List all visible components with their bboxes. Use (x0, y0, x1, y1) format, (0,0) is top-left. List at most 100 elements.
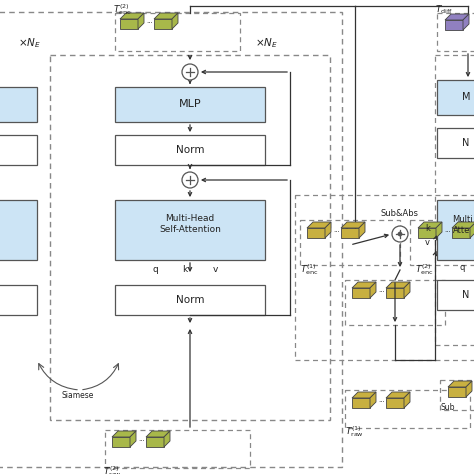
Circle shape (182, 64, 198, 80)
Polygon shape (112, 437, 130, 447)
Polygon shape (386, 392, 410, 398)
Polygon shape (352, 398, 370, 408)
Polygon shape (370, 282, 376, 298)
Bar (105, 430, 250, 468)
Polygon shape (463, 14, 469, 30)
Text: Multi-Head
Self-Attention: Multi-Head Self-Attention (159, 214, 221, 234)
Text: N: N (462, 290, 469, 300)
Text: ...: ... (444, 227, 451, 233)
Polygon shape (307, 222, 331, 228)
Polygon shape (466, 381, 472, 397)
Bar (437, 280, 474, 310)
Text: Sub: Sub (441, 403, 455, 412)
Text: Siamese: Siamese (62, 391, 94, 400)
Bar (437, 128, 474, 158)
Polygon shape (370, 392, 376, 408)
Polygon shape (445, 14, 469, 20)
Polygon shape (146, 437, 164, 447)
Bar (0, 87, 37, 122)
Text: M: M (462, 92, 471, 102)
Polygon shape (470, 222, 474, 238)
Polygon shape (445, 20, 463, 30)
Text: ...: ... (146, 18, 153, 24)
Text: $T_{\rm enc}^{(2)}$: $T_{\rm enc}^{(2)}$ (113, 2, 131, 18)
Text: $\times N_E$: $\times N_E$ (255, 36, 278, 50)
Bar (295, 195, 474, 360)
Text: $T_{\rm enc}^{(2)}$: $T_{\rm enc}^{(2)}$ (415, 263, 434, 277)
Text: $\times N_E$: $\times N_E$ (18, 36, 41, 50)
Polygon shape (404, 282, 410, 298)
Polygon shape (120, 19, 138, 29)
Polygon shape (448, 381, 472, 387)
Text: q: q (459, 264, 465, 273)
Polygon shape (352, 288, 370, 298)
Bar (115, 285, 265, 315)
Polygon shape (325, 222, 331, 238)
Text: $T_{\rm raw}^{(1)}$: $T_{\rm raw}^{(1)}$ (345, 425, 364, 439)
Bar (435, 55, 474, 345)
Bar (0, 135, 37, 165)
Polygon shape (352, 392, 376, 398)
Polygon shape (386, 398, 404, 408)
Bar (115, 13, 240, 51)
Circle shape (392, 226, 408, 242)
Polygon shape (164, 431, 170, 447)
Bar (0, 200, 37, 260)
Bar (115, 135, 265, 165)
Text: k: k (425, 224, 430, 233)
Bar (410, 220, 474, 265)
Polygon shape (154, 13, 178, 19)
Text: $T_{\rm diff}$: $T_{\rm diff}$ (435, 4, 453, 16)
Text: v: v (212, 265, 218, 274)
Bar (0, 12, 342, 467)
Bar (437, 13, 474, 51)
Circle shape (182, 172, 198, 188)
Polygon shape (448, 387, 466, 397)
Text: ...: ... (138, 436, 145, 442)
Polygon shape (341, 222, 365, 228)
Polygon shape (120, 13, 144, 19)
Polygon shape (172, 13, 178, 29)
Text: Norm: Norm (176, 295, 204, 305)
Polygon shape (154, 19, 172, 29)
Text: Norm: Norm (176, 145, 204, 155)
Bar (115, 87, 265, 122)
Polygon shape (404, 392, 410, 408)
Polygon shape (436, 222, 442, 238)
Polygon shape (359, 222, 365, 238)
Text: v: v (425, 237, 430, 246)
Bar (115, 200, 265, 260)
Text: $T_{\rm raw}^{(2)}$: $T_{\rm raw}^{(2)}$ (103, 465, 122, 474)
Text: N: N (462, 138, 469, 148)
Bar (437, 200, 474, 260)
Bar (440, 380, 474, 410)
Polygon shape (112, 431, 136, 437)
Text: ...: ... (378, 397, 385, 403)
Polygon shape (341, 228, 359, 238)
Text: q: q (152, 265, 158, 274)
Polygon shape (386, 282, 410, 288)
Text: Sub&Abs: Sub&Abs (381, 209, 419, 218)
Polygon shape (386, 288, 404, 298)
Polygon shape (130, 431, 136, 447)
Polygon shape (452, 222, 474, 228)
Bar (0, 285, 37, 315)
Polygon shape (138, 13, 144, 29)
Circle shape (398, 232, 402, 237)
Text: ...: ... (333, 227, 340, 233)
Bar (437, 80, 474, 115)
Bar (345, 280, 445, 325)
Bar (300, 220, 400, 265)
Polygon shape (418, 222, 442, 228)
Polygon shape (418, 228, 436, 238)
Bar (50, 55, 330, 420)
Polygon shape (452, 228, 470, 238)
Text: ...: ... (378, 287, 385, 293)
Polygon shape (352, 282, 376, 288)
Text: k: k (182, 265, 188, 274)
Polygon shape (307, 228, 325, 238)
Text: MLP: MLP (179, 99, 201, 109)
Polygon shape (146, 431, 170, 437)
Text: $T_{\rm enc}^{(1)}$: $T_{\rm enc}^{(1)}$ (300, 263, 319, 277)
Text: Multi
Atte: Multi Atte (452, 215, 472, 235)
